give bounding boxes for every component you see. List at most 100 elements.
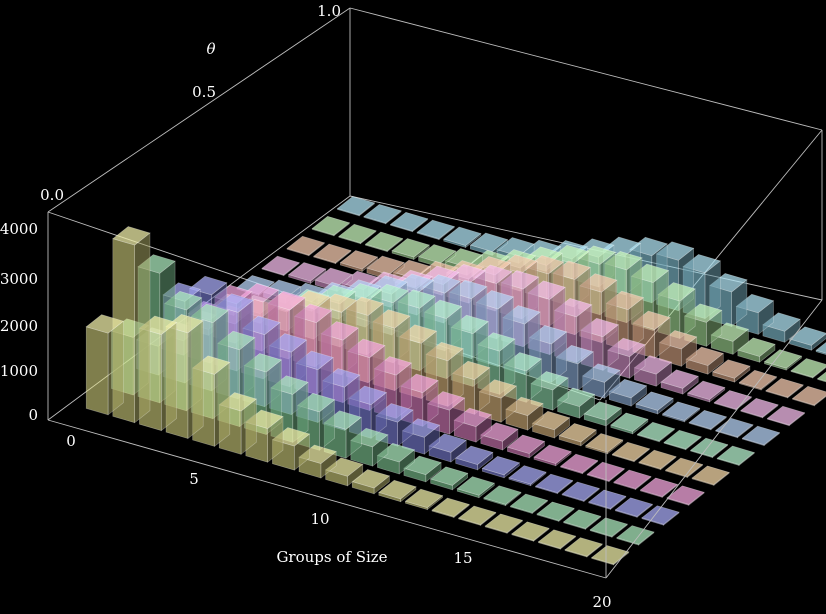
bar-top-face — [506, 434, 546, 454]
bar-top-face — [431, 497, 470, 517]
bar-side-face — [161, 321, 177, 432]
bar-top-face — [816, 371, 826, 382]
bar — [511, 521, 550, 542]
bar — [766, 405, 806, 427]
bar — [666, 485, 705, 506]
box-edge-back-right — [349, 7, 823, 131]
theta-tick-label: 1.0 — [317, 2, 341, 20]
bar-top-face — [429, 466, 469, 486]
x-tick-label: 15 — [453, 549, 472, 567]
bar — [791, 385, 826, 407]
bar — [790, 358, 826, 379]
bar-top-face — [484, 513, 524, 533]
bar — [391, 238, 430, 261]
bar — [483, 485, 522, 507]
bar — [663, 429, 702, 451]
bar-top-face — [508, 465, 547, 485]
bar-top-face — [336, 196, 376, 216]
bar-top-face — [416, 219, 455, 240]
x-tick-label: 10 — [310, 510, 329, 528]
bar-top-face — [286, 235, 325, 256]
bar — [336, 196, 376, 217]
bar-top-face — [763, 349, 803, 369]
series-theta-0 — [85, 226, 630, 566]
bar — [816, 371, 826, 383]
bar — [664, 457, 704, 479]
bar — [657, 282, 696, 340]
bar-side-face — [187, 320, 204, 440]
bar — [480, 422, 519, 451]
bar-top-face — [611, 441, 651, 462]
bar-top-face — [443, 226, 482, 246]
bar — [608, 378, 648, 407]
bar — [363, 204, 402, 225]
bar-top-face — [589, 517, 628, 537]
bar-top-face — [287, 262, 327, 282]
bar-top-face — [366, 255, 405, 275]
bar-top-face — [740, 397, 779, 418]
bar — [378, 479, 417, 503]
theta-axis-label: θ — [206, 40, 215, 58]
bar-top-face — [483, 485, 522, 505]
bar-top-face — [715, 417, 754, 438]
bar-top-face — [561, 481, 600, 501]
z-tick-label: 0 — [28, 406, 38, 424]
bar — [635, 391, 674, 415]
bar-top-face — [738, 369, 778, 390]
bar — [636, 421, 676, 443]
bar — [588, 489, 627, 511]
bar-top-face — [456, 476, 495, 496]
box-edge-back-top — [47, 7, 351, 213]
bar — [610, 412, 649, 435]
bar — [638, 449, 677, 471]
bar — [661, 401, 701, 423]
bar — [533, 444, 572, 467]
bar-top-face — [613, 469, 652, 489]
bar — [508, 465, 547, 487]
bar — [443, 226, 482, 249]
bar — [313, 243, 352, 265]
x-tick-label: 5 — [189, 470, 199, 488]
bar — [788, 326, 826, 351]
bar-top-face — [663, 429, 702, 450]
bar-top-face — [686, 380, 726, 400]
bar-top-face — [562, 509, 602, 529]
bar — [431, 497, 470, 519]
bounding-box-front — [47, 212, 823, 579]
bar-top-face — [261, 255, 300, 276]
bar — [740, 397, 779, 419]
bar-top-face — [713, 390, 753, 410]
bar-top-face — [616, 525, 655, 545]
bar-top-face — [564, 537, 603, 557]
bar-top-face — [363, 204, 402, 224]
bar — [716, 445, 755, 467]
bar — [505, 396, 544, 431]
bar — [691, 465, 730, 487]
bar — [536, 501, 575, 523]
bar-top-face — [664, 457, 704, 477]
bar — [614, 497, 654, 518]
bar-top-face — [404, 488, 444, 509]
bar — [338, 223, 377, 245]
bar — [506, 434, 546, 459]
bar — [484, 513, 524, 534]
bar — [416, 219, 455, 241]
bar — [685, 346, 724, 375]
z-tick-label: 1000 — [0, 362, 38, 380]
bar-top-face — [815, 342, 826, 354]
bar-top-face — [666, 485, 705, 505]
bar-top-face — [112, 226, 151, 246]
bar — [765, 378, 804, 399]
bar — [429, 466, 469, 491]
bar-top-face — [511, 521, 550, 541]
bar-side-face — [214, 361, 231, 448]
bar — [457, 505, 497, 527]
bar — [660, 369, 699, 395]
bar-top-face — [788, 326, 826, 346]
box-edge-floor-right — [605, 299, 823, 579]
theta-axis: 0.0 0.5 1.0 θ — [40, 2, 341, 204]
bar-top-face — [661, 401, 701, 421]
bar — [534, 473, 574, 495]
x-tick-label: 0 — [66, 432, 76, 450]
